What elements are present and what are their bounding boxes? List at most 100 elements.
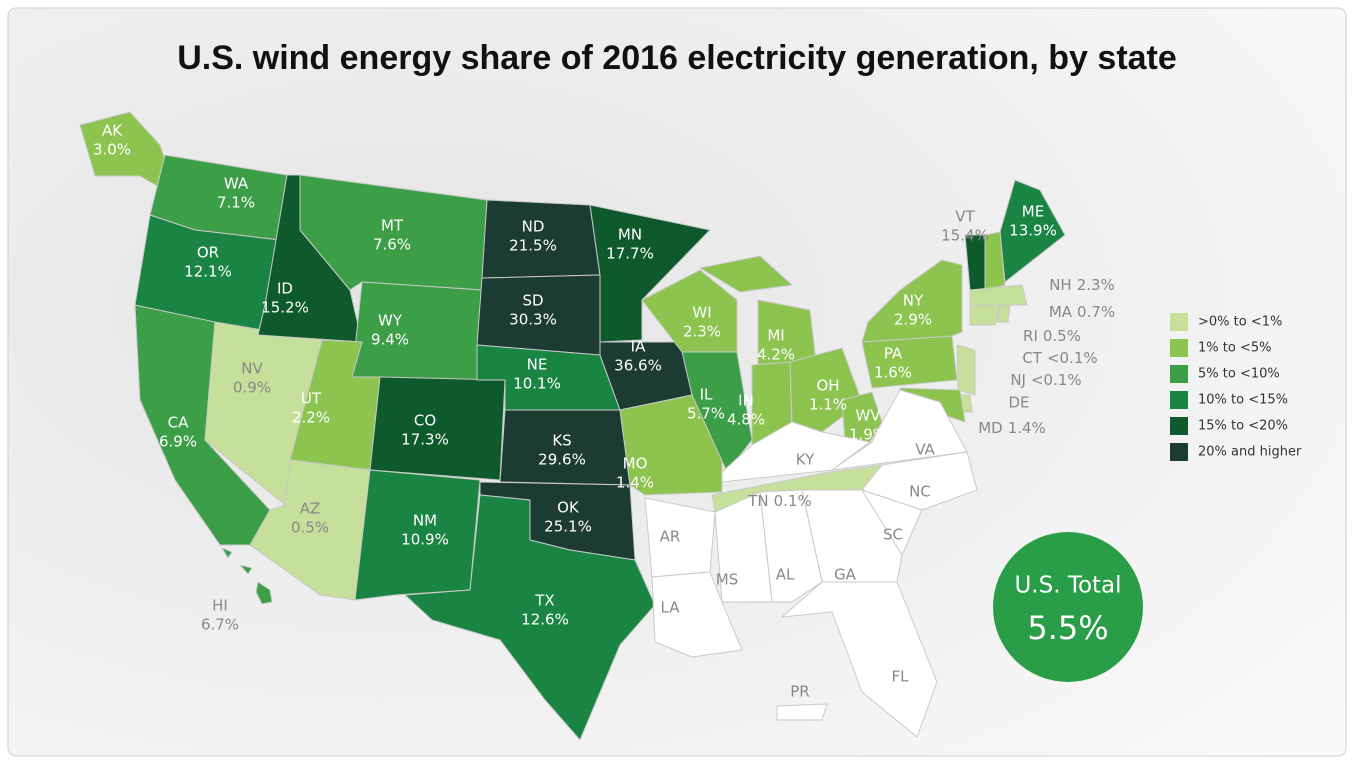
state-abbr: WV xyxy=(855,407,881,425)
state-value: 1.4% xyxy=(1008,419,1046,437)
state-label: NH 2.3% xyxy=(1049,276,1115,294)
state-abbr: PA xyxy=(884,345,903,363)
state-abbr: KS xyxy=(552,432,571,450)
total-label: U.S. Total xyxy=(1014,573,1121,599)
state-value: <0.1% xyxy=(1047,349,1098,367)
state-abbr: VA xyxy=(915,441,935,459)
state-value: 1.9% xyxy=(849,426,887,444)
state-abbr: NJ xyxy=(1010,371,1026,389)
state-shape xyxy=(956,344,976,396)
state-abbr: MT xyxy=(381,217,404,235)
legend-swatch xyxy=(1170,339,1188,357)
state-shape xyxy=(984,231,1006,291)
state-value: 36.6% xyxy=(614,357,662,375)
state-abbr: TN xyxy=(747,492,768,510)
state-abbr: GA xyxy=(834,566,857,584)
state-shape xyxy=(714,491,773,603)
state-shape xyxy=(221,547,233,559)
state-value: 3.0% xyxy=(93,141,131,159)
state-abbr: MS xyxy=(716,571,738,589)
state-value: 2.3% xyxy=(683,323,721,341)
state-abbr: TX xyxy=(534,592,554,610)
state-abbr: SD xyxy=(522,292,543,310)
state-abbr: FL xyxy=(892,668,910,686)
state-value: 4.8% xyxy=(727,411,765,429)
states xyxy=(79,111,1066,741)
state-abbr: AZ xyxy=(300,500,321,518)
state-value: 12.6% xyxy=(521,611,569,629)
state-value: 25.1% xyxy=(544,518,592,536)
state-shape xyxy=(781,581,938,738)
state-abbr: CO xyxy=(414,412,436,430)
state-shape xyxy=(651,571,743,658)
state-abbr: WI xyxy=(692,304,711,322)
state-abbr: MN xyxy=(618,226,642,244)
state-abbr: ID xyxy=(277,280,293,298)
state-abbr: WA xyxy=(224,175,249,193)
state-abbr: ME xyxy=(1022,203,1044,221)
legend-label: 15% to <20% xyxy=(1198,419,1288,434)
state-value: 1.1% xyxy=(809,396,847,414)
state-value: 2.3% xyxy=(1077,276,1115,294)
legend-label: 1% to <5% xyxy=(1198,341,1271,356)
state-shape xyxy=(589,204,711,343)
state-value: 2.9% xyxy=(894,311,932,329)
state-value: 12.1% xyxy=(184,263,232,281)
state-value: 2.2% xyxy=(292,409,330,427)
state-abbr: NM xyxy=(413,512,437,530)
state-label: MD 1.4% xyxy=(978,419,1046,437)
state-shape xyxy=(969,284,1028,306)
state-shape xyxy=(861,451,978,511)
state-label: NJ <0.1% xyxy=(1010,371,1081,389)
state-value: 1.6% xyxy=(874,364,912,382)
state-abbr: NE xyxy=(527,356,548,374)
legend: >0% to <1% 1% to <5% 5% to <10% 10% to <15%… xyxy=(1170,313,1302,461)
state-abbr: ND xyxy=(522,218,545,236)
state-abbr: HI xyxy=(212,597,228,615)
state-shape xyxy=(996,304,1011,323)
total-badge xyxy=(993,532,1143,682)
state-value: 17.7% xyxy=(606,245,654,263)
total-value: 5.5% xyxy=(1027,609,1108,647)
state-abbr: IL xyxy=(700,386,713,404)
legend-label: 10% to <15% xyxy=(1198,393,1288,408)
state-abbr: AR xyxy=(660,528,681,546)
state-value: 0.5% xyxy=(1043,327,1081,345)
state-value: 0.9% xyxy=(233,379,271,397)
state-value: <0.1% xyxy=(1031,371,1082,389)
state-value: 17.3% xyxy=(401,431,449,449)
state-abbr: MD xyxy=(978,419,1003,437)
state-shape xyxy=(369,376,506,481)
state-abbr: AL xyxy=(776,566,795,584)
state-shape xyxy=(721,421,871,483)
state-abbr: AK xyxy=(102,122,123,140)
state-abbr: OR xyxy=(197,244,219,262)
state-shape xyxy=(641,269,738,353)
state-value: 0.7% xyxy=(1077,303,1115,321)
map-title: U.S. wind energy share of 2016 electrici… xyxy=(177,39,1177,77)
state-abbr: UT xyxy=(301,390,322,408)
state-label: TN 0.1% xyxy=(747,492,812,510)
state-value: 1.4% xyxy=(616,474,654,492)
state-value: 9.4% xyxy=(371,331,409,349)
state-abbr: OH xyxy=(816,377,839,395)
state-abbr: KY xyxy=(796,451,815,469)
legend-swatch xyxy=(1170,391,1188,409)
state-abbr: MI xyxy=(767,327,784,345)
state-abbr: IN xyxy=(738,392,754,410)
legend-label: 20% and higher xyxy=(1198,445,1302,460)
state-abbr: CA xyxy=(168,414,189,432)
state-abbr: PR xyxy=(790,683,809,701)
state-abbr: MO xyxy=(623,455,648,473)
state-label: RI 0.5% xyxy=(1023,327,1081,345)
state-abbr: DE xyxy=(1008,394,1029,412)
state-abbr: LA xyxy=(661,599,681,617)
state-value: 6.7% xyxy=(201,616,239,634)
state-shape xyxy=(699,255,793,293)
state-abbr: IA xyxy=(631,338,646,356)
state-abbr: NH xyxy=(1049,276,1072,294)
state-shape xyxy=(255,581,273,605)
